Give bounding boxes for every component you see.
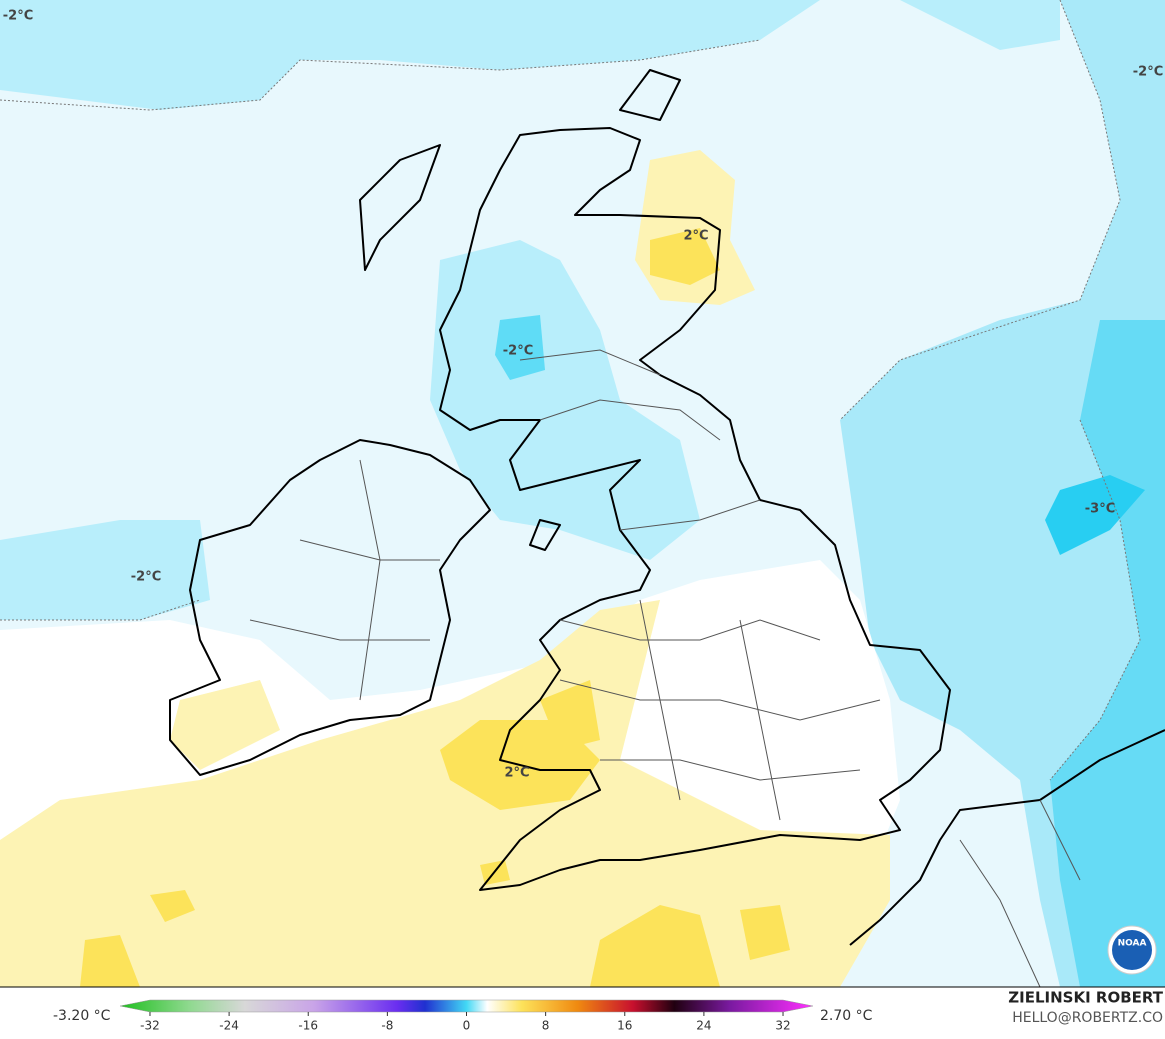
colorbar-tick-label: 0 bbox=[463, 1019, 471, 1033]
coastline-islands bbox=[359, 69, 681, 551]
region-borders bbox=[249, 349, 1081, 988]
colorbar-max: 2.70 °C bbox=[820, 1008, 873, 1024]
warm-zone bbox=[170, 680, 280, 770]
author: ZIELINSKI ROBERT bbox=[1008, 989, 1163, 1007]
colorbar-tick-label: -32 bbox=[140, 1019, 160, 1033]
temp-label: -2°C bbox=[1133, 65, 1163, 80]
temp-label: -2°C bbox=[3, 9, 33, 24]
warmer-zone bbox=[540, 680, 600, 750]
coastline-great-britain bbox=[439, 127, 951, 891]
cold-zone bbox=[0, 0, 1060, 110]
temp-label: -3°C bbox=[1085, 502, 1115, 517]
contact: HELLO@ROBERTZ.CO bbox=[1012, 1010, 1163, 1026]
isoline bbox=[0, 0, 1141, 781]
temp-label: 2°C bbox=[683, 229, 708, 244]
colorbar-tick-label: -8 bbox=[381, 1019, 393, 1033]
warmer-zone bbox=[650, 228, 720, 285]
warmer-zone bbox=[80, 860, 790, 987]
temp-label: -2°C bbox=[131, 570, 161, 585]
logo: NOAA bbox=[1107, 925, 1157, 975]
coastline-ireland bbox=[169, 439, 491, 776]
coldest-zone bbox=[1045, 475, 1145, 555]
coastline-europe bbox=[849, 729, 1165, 946]
colorbar-min: -3.20 °C bbox=[53, 1008, 111, 1024]
map: -2°C -2°C 2°C -2°C -2°C -3°C 2°C NOAA bbox=[0, 0, 1165, 988]
warm-zone bbox=[0, 600, 890, 987]
colorbar-tick-label: -24 bbox=[219, 1019, 239, 1033]
colder-zone bbox=[495, 315, 545, 380]
colorbar-tick-label: -16 bbox=[298, 1019, 318, 1033]
colorbar-tick-label: 24 bbox=[696, 1019, 711, 1033]
colorbar-tick-label: 16 bbox=[617, 1019, 632, 1033]
cold-zone bbox=[0, 520, 210, 620]
temp-label: 2°C bbox=[504, 766, 529, 781]
colorbar-scale bbox=[119, 999, 814, 1013]
logo-text: NOAA bbox=[1118, 939, 1147, 949]
colorbar: -3.20 °C 2.70 °C -32 -24 -16 -8 0 8 16 24 32 bbox=[53, 999, 873, 1033]
cold-zone bbox=[430, 240, 700, 560]
colorbar-tick-label: 8 bbox=[542, 1019, 550, 1033]
temp-label: -2°C bbox=[503, 344, 533, 359]
colorbar-tick-label: 32 bbox=[775, 1019, 790, 1033]
